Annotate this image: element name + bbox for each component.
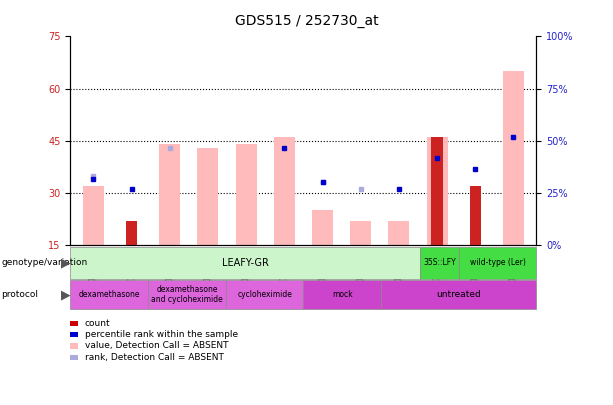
Bar (197, 148, 218, 245)
Text: GDS515 / 252730_at: GDS515 / 252730_at (235, 14, 378, 28)
Bar (83, 186, 104, 245)
Bar (126, 221, 137, 245)
Bar (470, 186, 481, 245)
Text: cycloheximide: cycloheximide (237, 290, 292, 299)
Text: rank, Detection Call = ABSENT: rank, Detection Call = ABSENT (85, 353, 224, 362)
Text: wild-type (Ler): wild-type (Ler) (470, 258, 525, 267)
Text: value, Detection Call = ABSENT: value, Detection Call = ABSENT (85, 341, 228, 350)
Bar (312, 210, 333, 245)
Bar (503, 71, 524, 245)
Text: ▶: ▶ (61, 288, 71, 301)
Text: protocol: protocol (1, 290, 38, 299)
Text: count: count (85, 319, 110, 328)
Bar (350, 221, 371, 245)
Bar (159, 144, 180, 245)
Text: ▶: ▶ (61, 256, 71, 269)
Text: percentile rank within the sample: percentile rank within the sample (85, 330, 238, 339)
Bar (235, 144, 257, 245)
Text: untreated: untreated (436, 290, 481, 299)
Text: dexamethasone: dexamethasone (78, 290, 140, 299)
Text: mock: mock (332, 290, 352, 299)
Bar (274, 137, 295, 245)
Text: dexamethasone
and cycloheximide: dexamethasone and cycloheximide (151, 285, 223, 304)
Text: LEAFY-GR: LEAFY-GR (222, 258, 268, 268)
Text: genotype/variation: genotype/variation (1, 258, 88, 267)
Bar (427, 137, 447, 245)
Bar (389, 221, 409, 245)
Bar (432, 137, 443, 245)
Text: 35S::LFY: 35S::LFY (423, 258, 455, 267)
